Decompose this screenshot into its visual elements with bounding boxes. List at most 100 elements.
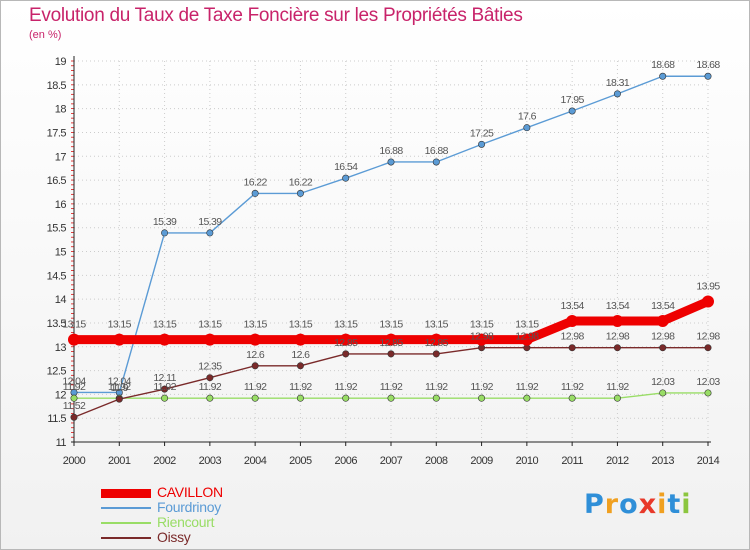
data-label-cavillon: 13.15: [425, 319, 449, 331]
data-point-riencourt: [206, 394, 214, 402]
data-label-cavillon: 13.54: [651, 300, 675, 312]
data-point-oissy: [568, 344, 576, 352]
data-point-fourdrinoy: [523, 124, 531, 132]
data-point-cavillon: [430, 333, 443, 346]
x-tick-label: 2001: [108, 455, 131, 467]
data-label-fourdrinoy: 17.25: [470, 127, 494, 139]
x-tick-label: 2004: [244, 455, 267, 467]
x-tick-label: 2013: [651, 455, 674, 467]
data-label-riencourt: 11.92: [425, 381, 448, 393]
legend-swatch: [101, 507, 151, 509]
data-label-fourdrinoy: 18.68: [651, 59, 675, 71]
legend-swatch: [101, 522, 151, 524]
data-label-cavillon: 13.15: [62, 319, 86, 331]
data-point-riencourt: [659, 389, 667, 397]
data-label-cavillon: 13.54: [561, 300, 585, 312]
y-tick-label: 11.5: [47, 413, 66, 425]
y-tick-label: 12.5: [47, 366, 67, 378]
legend-swatch: [101, 488, 151, 498]
y-tick-label: 13: [55, 342, 67, 354]
data-label-fourdrinoy: 16.88: [379, 145, 403, 157]
data-label-oissy: 12.85: [425, 337, 449, 349]
data-point-cavillon: [249, 333, 262, 346]
y-tick-label: 12: [55, 389, 67, 401]
data-label-fourdrinoy: 17.6: [518, 111, 537, 123]
data-label-cavillon: 13.54: [606, 300, 630, 312]
x-tick-label: 2000: [63, 455, 86, 467]
y-tick-label: 11: [56, 437, 67, 449]
data-point-riencourt: [387, 394, 395, 402]
data-label-riencourt: 11.92: [334, 381, 357, 393]
data-label-riencourt: 11.92: [606, 381, 629, 393]
data-point-riencourt: [704, 389, 712, 397]
data-point-fourdrinoy: [432, 158, 440, 166]
data-point-oissy: [70, 413, 78, 421]
data-point-fourdrinoy: [613, 90, 621, 98]
proxiti-logo: Proxiti: [584, 489, 692, 520]
data-label-riencourt: 12.03: [696, 376, 720, 388]
data-point-cavillon: [68, 333, 80, 346]
x-tick-label: 2014: [697, 455, 720, 467]
data-point-oissy: [432, 350, 440, 358]
data-label-riencourt: 11.92: [516, 381, 539, 393]
data-point-cavillon: [611, 315, 624, 328]
data-point-riencourt: [523, 394, 531, 402]
data-label-riencourt: 11.92: [153, 381, 176, 393]
y-tick-label: 13.5: [47, 318, 67, 330]
data-point-oissy: [161, 385, 169, 393]
data-point-riencourt: [613, 394, 621, 402]
data-point-fourdrinoy: [251, 189, 259, 197]
data-label-oissy: 12.6: [291, 349, 310, 361]
logo-letter: i: [681, 489, 692, 520]
data-label-oissy: 12.6: [246, 349, 265, 361]
data-label-cavillon: 13.95: [696, 281, 720, 293]
data-label-oissy: 12.98: [561, 331, 585, 343]
data-point-riencourt: [251, 394, 259, 402]
y-tick-label: 17.5: [47, 127, 67, 139]
y-tick-label: 14.5: [47, 270, 67, 282]
data-label-riencourt: 11.92: [244, 381, 267, 393]
data-label-fourdrinoy: 16.88: [425, 145, 449, 157]
x-tick-label: 2010: [516, 455, 539, 467]
data-label-riencourt: 11.92: [63, 381, 86, 393]
data-point-oissy: [115, 395, 123, 403]
data-point-oissy: [251, 362, 259, 370]
data-point-fourdrinoy: [387, 158, 395, 166]
data-point-fourdrinoy: [342, 174, 350, 182]
data-label-fourdrinoy: 15.39: [198, 216, 222, 228]
data-point-cavillon: [158, 333, 171, 346]
chart-title: Evolution du Taux de Taxe Foncière sur l…: [29, 5, 523, 26]
y-tick-label: 15: [55, 247, 67, 259]
x-tick-label: 2011: [561, 455, 583, 467]
data-label-riencourt: 11.92: [199, 381, 222, 393]
logo-letter: o: [619, 489, 639, 520]
data-point-oissy: [296, 362, 304, 370]
data-label-oissy: 12.85: [379, 337, 403, 349]
data-point-fourdrinoy: [568, 107, 576, 115]
logo-letter: r: [604, 489, 620, 520]
logo-letter: P: [584, 489, 605, 520]
data-label-riencourt: 11.92: [108, 381, 131, 393]
y-tick-label: 16.5: [47, 175, 67, 187]
data-point-cavillon: [385, 333, 397, 346]
data-label-riencourt: 11.92: [380, 381, 403, 393]
data-label-cavillon: 13.15: [289, 319, 313, 331]
data-point-cavillon: [566, 315, 579, 328]
x-tick-label: 2007: [380, 455, 403, 467]
y-tick-label: 15.5: [47, 223, 67, 235]
y-tick-label: 16: [55, 199, 67, 211]
data-point-riencourt: [478, 394, 486, 402]
y-tick-label: 17: [55, 151, 67, 163]
data-point-riencourt: [568, 394, 576, 402]
data-point-cavillon: [113, 333, 126, 346]
data-label-cavillon: 13.15: [334, 319, 358, 331]
data-label-oissy: 12.85: [334, 337, 358, 349]
data-point-fourdrinoy: [478, 140, 486, 148]
data-label-oissy: 12.11: [153, 372, 176, 384]
y-tick-label: 19: [55, 56, 67, 68]
data-label-fourdrinoy: 16.22: [289, 176, 313, 188]
data-label-cavillon: 13.15: [470, 319, 494, 331]
data-point-cavillon: [339, 333, 352, 346]
data-point-oissy: [342, 350, 350, 358]
